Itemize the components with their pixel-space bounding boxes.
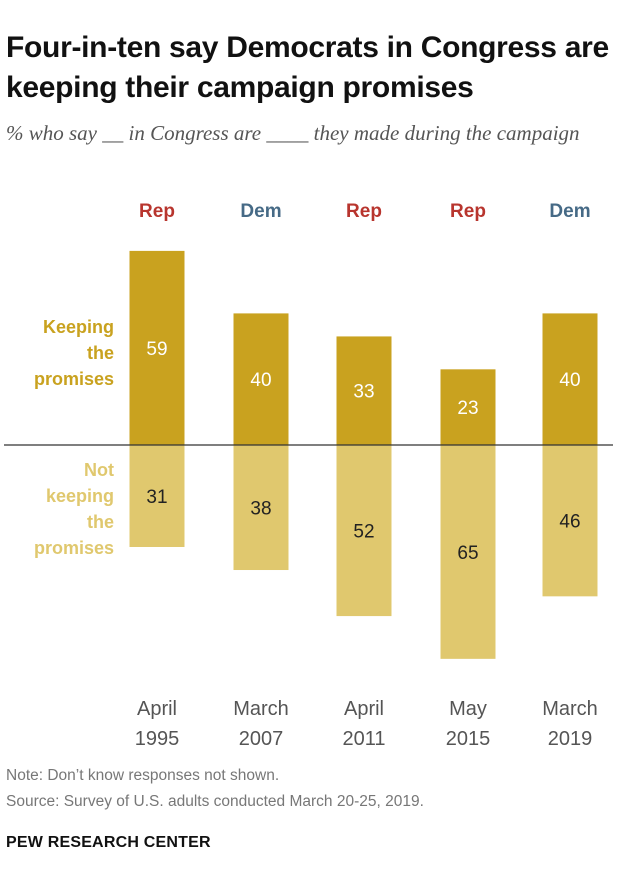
legend-not-keeping-label: promises xyxy=(34,538,114,558)
chart-subtitle: % who say __ in Congress are ____ they m… xyxy=(6,121,580,145)
legend-not-keeping-label: the xyxy=(87,512,114,532)
legend-not-keeping-label: keeping xyxy=(46,486,114,506)
legend-keeping-label: the xyxy=(87,343,114,363)
value-label-not-keeping: 52 xyxy=(353,522,374,543)
value-label-keeping: 33 xyxy=(353,382,374,403)
bar-keeping xyxy=(336,336,392,445)
x-tick-year: 2007 xyxy=(239,728,284,750)
value-label-keeping: 40 xyxy=(559,370,580,391)
footer-brand: PEW RESEARCH CENTER xyxy=(6,834,211,851)
value-label-not-keeping: 65 xyxy=(457,543,478,564)
footer-source: Source: Survey of U.S. adults conducted … xyxy=(6,793,424,810)
legend-not-keeping-label: Not xyxy=(84,460,114,480)
x-tick-month: March xyxy=(542,698,598,720)
diverging-bar-chart: Rep 59 31 April 1995 Dem 40 38 March 2007 Rep 33 52 A… xyxy=(4,201,613,750)
bar-keeping xyxy=(542,313,598,445)
value-label-keeping: 40 xyxy=(250,370,271,391)
x-tick-month: April xyxy=(137,698,177,720)
x-tick-year: 2011 xyxy=(342,728,385,750)
bar-keeping xyxy=(233,313,289,445)
bar-not-keeping xyxy=(129,445,185,547)
value-label-not-keeping: 31 xyxy=(146,487,167,508)
x-tick-month: March xyxy=(233,698,289,720)
value-label-keeping: 23 xyxy=(457,398,478,419)
value-label-not-keeping: 46 xyxy=(559,512,580,533)
legend-keeping-label: Keeping xyxy=(43,317,114,337)
party-label: Dem xyxy=(240,201,281,222)
party-label: Dem xyxy=(549,201,590,222)
party-label: Rep xyxy=(450,201,486,222)
chart-title: Four-in-ten say Democrats in Congress ar… xyxy=(6,31,609,104)
value-label-not-keeping: 38 xyxy=(250,499,271,520)
x-tick-year: 2019 xyxy=(548,728,593,750)
bar-keeping xyxy=(440,369,496,445)
value-label-keeping: 59 xyxy=(146,339,167,360)
x-tick-month: May xyxy=(449,698,487,720)
party-label: Rep xyxy=(139,201,175,222)
footer-note: Note: Don’t know responses not shown. xyxy=(6,767,280,784)
bar-not-keeping xyxy=(336,445,392,617)
x-tick-year: 2015 xyxy=(446,728,491,750)
bar-not-keeping xyxy=(233,445,289,571)
bar-keeping xyxy=(129,250,185,445)
x-tick-year: 1995 xyxy=(135,728,180,750)
x-tick-month: April xyxy=(344,698,384,720)
bar-not-keeping xyxy=(440,445,496,659)
bar-not-keeping xyxy=(542,445,598,597)
legend-keeping-label: promises xyxy=(34,369,114,389)
party-label: Rep xyxy=(346,201,382,222)
